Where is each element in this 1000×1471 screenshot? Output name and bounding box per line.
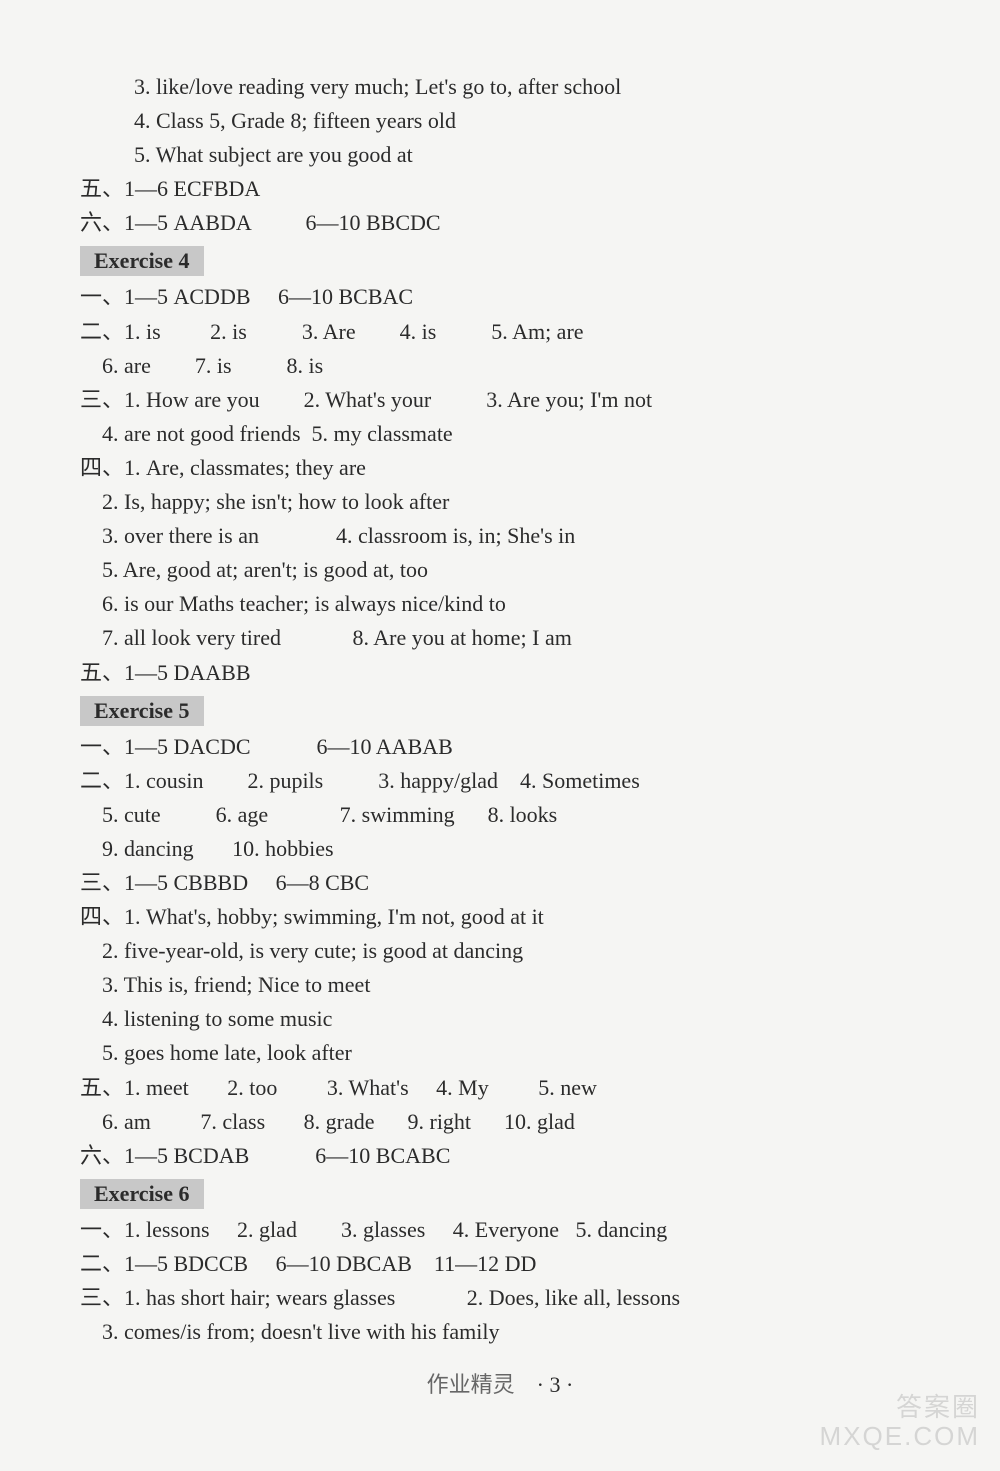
footer-faint-text: 作业精灵 (427, 1372, 515, 1397)
watermark-line1: 答案圈 (820, 1394, 980, 1423)
answer-line: 2. Is, happy; she isn't; how to look aft… (80, 485, 920, 519)
watermark-line2: MXQE.COM (820, 1422, 980, 1451)
exercise-6-header: Exercise 6 (80, 1179, 204, 1209)
answer-line: 5. Are, good at; aren't; is good at, too (80, 553, 920, 587)
answer-line: 3. over there is an 4. classroom is, in;… (80, 519, 920, 553)
answer-line: 3. comes/is from; doesn't live with his … (80, 1315, 920, 1349)
answer-line: 5. cute 6. age 7. swimming 8. looks (80, 798, 920, 832)
answer-line: 三、1. has short hair; wears glasses 2. Do… (80, 1281, 920, 1315)
answer-line: 一、1. lessons 2. glad 3. glasses 4. Every… (80, 1213, 920, 1247)
answer-line: 6. are 7. is 8. is (80, 349, 920, 383)
answer-line: 三、1—5 CBBBD 6—8 CBC (80, 866, 920, 900)
watermark: 答案圈 MXQE.COM (820, 1394, 980, 1451)
answer-line: 六、1—5 AABDA 6—10 BBCDC (80, 206, 920, 240)
answer-line: 2. five-year-old, is very cute; is good … (80, 934, 920, 968)
answer-line: 3. This is, friend; Nice to meet (80, 968, 920, 1002)
answer-line: 五、1. meet 2. too 3. What's 4. My 5. new (80, 1071, 920, 1105)
answer-line: 5. What subject are you good at (80, 138, 920, 172)
answer-line: 二、1. is 2. is 3. Are 4. is 5. Am; are (80, 315, 920, 349)
answer-line: 4. listening to some music (80, 1002, 920, 1036)
answer-line: 6. am 7. class 8. grade 9. right 10. gla… (80, 1105, 920, 1139)
answer-line: 二、1. cousin 2. pupils 3. happy/glad 4. S… (80, 764, 920, 798)
answer-line: 一、1—5 ACDDB 6—10 BCBAC (80, 280, 920, 314)
exercise-4-header: Exercise 4 (80, 246, 204, 276)
answer-line: 9. dancing 10. hobbies (80, 832, 920, 866)
answer-line: 3. like/love reading very much; Let's go… (80, 70, 920, 104)
answer-line: 六、1—5 BCDAB 6—10 BCABC (80, 1139, 920, 1173)
answer-line: 五、1—6 ECFBDA (80, 172, 920, 206)
answer-line: 5. goes home late, look after (80, 1036, 920, 1070)
page-footer: 作业精灵 · 3 · (80, 1367, 920, 1399)
answer-line: 4. Class 5, Grade 8; fifteen years old (80, 104, 920, 138)
page-number: · 3 · (537, 1372, 574, 1397)
page-container: 3. like/love reading very much; Let's go… (0, 0, 1000, 1471)
answer-line: 二、1—5 BDCCB 6—10 DBCAB 11—12 DD (80, 1247, 920, 1281)
answer-line: 四、1. Are, classmates; they are (80, 451, 920, 485)
answer-line: 6. is our Maths teacher; is always nice/… (80, 587, 920, 621)
answer-line: 一、1—5 DACDC 6—10 AABAB (80, 730, 920, 764)
exercise-5-header: Exercise 5 (80, 696, 204, 726)
answer-line: 五、1—5 DAABB (80, 656, 920, 690)
answer-line: 三、1. How are you 2. What's your 3. Are y… (80, 383, 920, 417)
answer-line: 4. are not good friends 5. my classmate (80, 417, 920, 451)
answer-line: 四、1. What's, hobby; swimming, I'm not, g… (80, 900, 920, 934)
answer-line: 7. all look very tired 8. Are you at hom… (80, 621, 920, 655)
